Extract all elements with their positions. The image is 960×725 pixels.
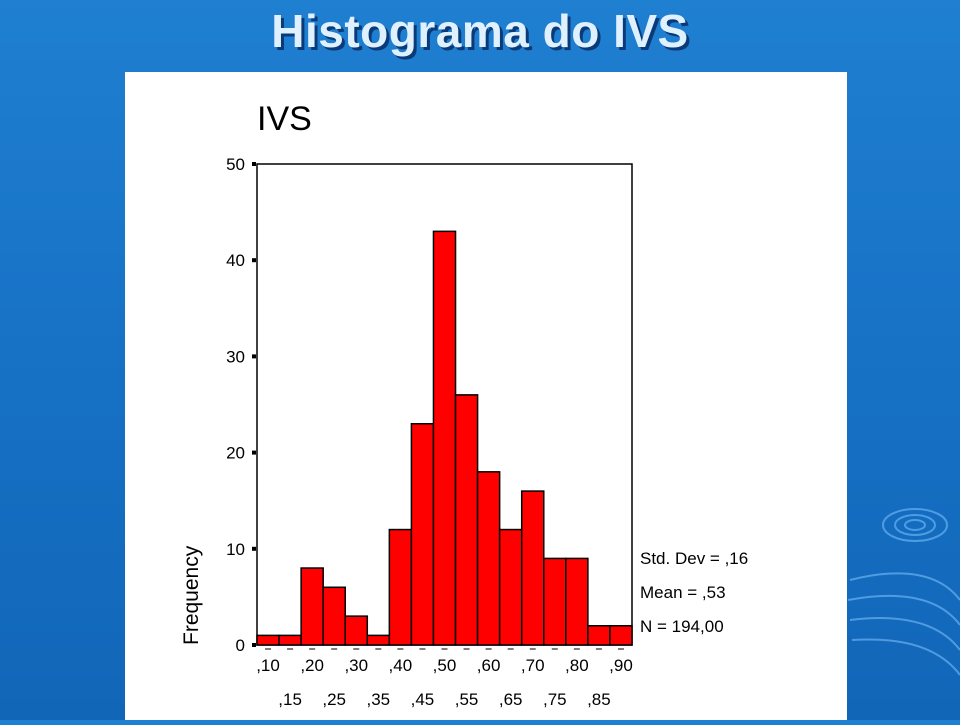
histogram-bar [432, 230, 457, 646]
y-tick-label: 10 [226, 540, 245, 559]
y-tick-mark [252, 450, 256, 455]
histogram-bar [609, 625, 633, 646]
slide-title: Histograma do IVS [271, 5, 689, 57]
histogram-chart: IVS Frequency 0 10 20 30 40 50 ,10 ,20 ,30 ,40 ,5… [180, 100, 748, 709]
x-tick-label: ,90 [609, 656, 633, 675]
histogram-bar [498, 528, 523, 646]
x-tick-label: ,30 [344, 656, 368, 675]
y-tick-label: 50 [226, 155, 245, 174]
y-tick-label: 40 [226, 251, 245, 270]
y-axis-label: Frequency [180, 545, 203, 645]
histogram-bar [476, 471, 501, 646]
histogram-bar [565, 557, 589, 646]
x-tick-label: ,40 [389, 656, 413, 675]
y-tick-label: 0 [236, 636, 245, 655]
histogram-bar [543, 557, 567, 646]
y-tick-label: 20 [226, 444, 245, 463]
y-tick-mark [252, 354, 256, 359]
stat-label: N = 194,00 [640, 617, 724, 636]
x-tick-label: ,70 [521, 656, 545, 675]
histogram-bar [322, 586, 346, 646]
x-tick-label: ,10 [256, 656, 280, 675]
x-tick-label: ,15 [278, 690, 302, 709]
y-tick-mark [252, 546, 256, 551]
histogram-bar [520, 490, 545, 646]
histogram-bar [300, 567, 324, 646]
histogram-bar [278, 634, 302, 646]
x-tick-label: ,35 [367, 690, 391, 709]
x-tick-label: ,55 [455, 690, 479, 709]
histogram-bar [344, 615, 369, 646]
y-tick-mark [252, 162, 256, 166]
histogram-bar [366, 634, 391, 646]
chart-panel: IVS Frequency 0 10 20 30 40 50 ,10 ,20 ,30 ,40 ,5… [125, 72, 847, 720]
x-tick-label: ,80 [565, 656, 589, 675]
y-tick-mark [252, 643, 256, 647]
y-tick-mark [252, 258, 256, 263]
x-tick-label: ,50 [433, 656, 457, 675]
x-tick-label: ,20 [300, 656, 324, 675]
x-tick-label: ,85 [587, 690, 611, 709]
x-tick-label: ,45 [411, 690, 435, 709]
histogram-bar [256, 634, 280, 646]
x-tick-label: ,25 [322, 690, 346, 709]
histogram-bar [587, 625, 611, 646]
histogram-bar [388, 528, 413, 646]
stat-label: Mean = ,53 [640, 583, 726, 602]
chart-title: IVS [257, 100, 312, 138]
y-tick-label: 30 [226, 347, 245, 366]
histogram-bar [454, 394, 479, 646]
x-tick-label: ,65 [499, 690, 523, 709]
x-tick-label: ,60 [477, 656, 501, 675]
histogram-bar [410, 422, 435, 646]
x-tick-label: ,75 [543, 690, 567, 709]
stat-label: Std. Dev = ,16 [640, 549, 748, 568]
